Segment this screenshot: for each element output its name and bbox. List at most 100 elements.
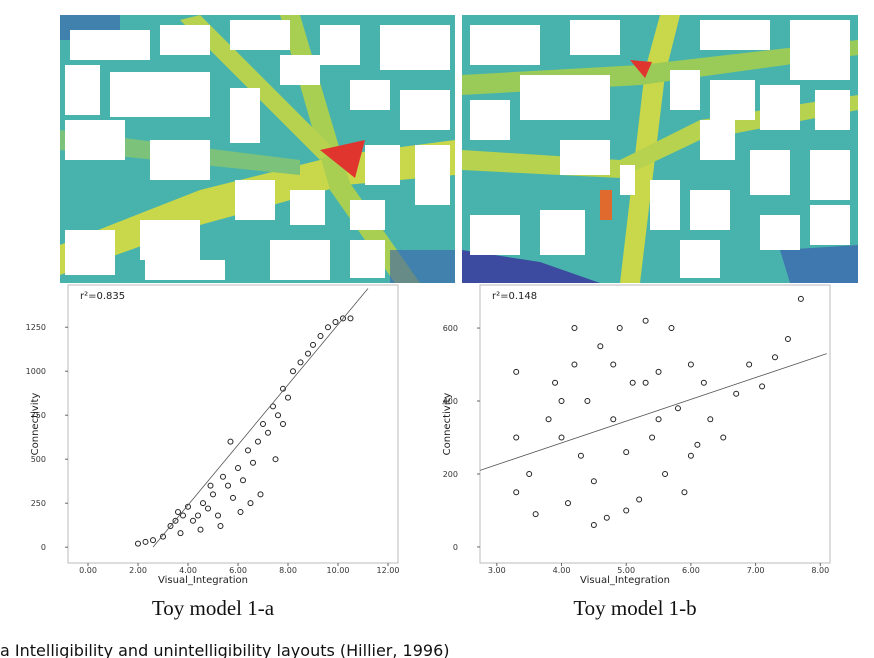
point [265,429,271,436]
point [197,526,204,533]
trend-line [152,288,369,548]
y-axis-title: Connectivity [442,393,453,456]
y-tick-label: 200 [443,470,458,479]
point [280,421,286,427]
point [746,361,753,368]
point [257,491,264,498]
point [772,354,779,361]
point [167,523,174,530]
point [285,394,291,401]
point [513,489,520,496]
point [160,533,166,540]
point [347,315,354,322]
point [668,325,675,332]
point [317,333,324,340]
point [603,514,610,521]
point [584,398,591,405]
point [655,416,662,423]
point [623,449,630,456]
heatmap-right [462,15,858,283]
point [590,522,597,529]
x-tick-label: 6.00 [229,566,247,575]
point [687,452,694,459]
point [564,500,571,507]
point [235,464,241,471]
point [150,537,156,544]
point [759,383,766,390]
point [733,390,740,397]
point [545,416,552,423]
point [215,512,221,519]
point [240,477,246,484]
point [275,412,281,419]
point [175,508,181,515]
point [290,368,296,375]
point [237,508,244,515]
y-axis-title: Connectivity [30,393,41,456]
x-tick-label: 8.00 [811,566,829,575]
point [526,470,533,477]
figure-caption: a Intelligibility and unintelligibility … [0,641,450,658]
point [272,456,279,463]
point [513,368,520,375]
point [642,317,649,324]
x-tick-label: 10.00 [327,566,350,575]
point [558,434,565,441]
heatmap-left [60,15,455,283]
trend-line [479,353,827,471]
point [707,416,714,423]
x-axis-title: Visual_Integration [158,575,248,586]
point [577,452,584,459]
point [310,341,316,348]
x-tick-label: 8.00 [279,566,297,575]
x-tick-label: 0.00 [79,566,97,575]
point [255,438,261,445]
point [552,379,559,386]
point [571,361,578,368]
point [325,324,331,331]
x-tick-label: 5.00 [617,566,635,575]
point [205,505,211,512]
point [177,530,184,537]
point [332,318,339,325]
point [532,511,539,518]
y-tick-label: 500 [31,455,46,464]
point [220,473,226,480]
point [247,500,254,507]
point [674,405,681,412]
point [623,507,630,514]
point [340,315,346,322]
annotation: r²=0.148 [492,291,537,302]
point [245,447,251,454]
point [694,441,701,448]
point [797,295,804,302]
point [597,343,604,350]
x-tick-label: 7.00 [747,566,765,575]
point [230,494,236,501]
point [180,512,186,519]
point [642,379,649,386]
plot-frame [67,284,399,564]
point [590,478,597,485]
point [687,361,694,368]
point [217,523,224,530]
point [662,470,669,477]
x-tick-label: 2.00 [129,566,147,575]
point [681,489,688,496]
chart-title: Toy model 1-b [573,596,696,620]
point [784,335,791,342]
point [616,325,623,332]
point [185,503,191,510]
point [207,482,214,489]
y-tick-label: 750 [31,411,46,420]
plot-frame [479,284,831,564]
point [250,459,256,466]
point [227,438,234,445]
x-tick-label: 6.00 [682,566,700,575]
point [655,368,662,375]
annotation: r²=0.835 [80,291,125,302]
y-tick-label: 1000 [26,367,46,376]
point [513,434,520,441]
y-tick-label: 600 [443,324,458,333]
